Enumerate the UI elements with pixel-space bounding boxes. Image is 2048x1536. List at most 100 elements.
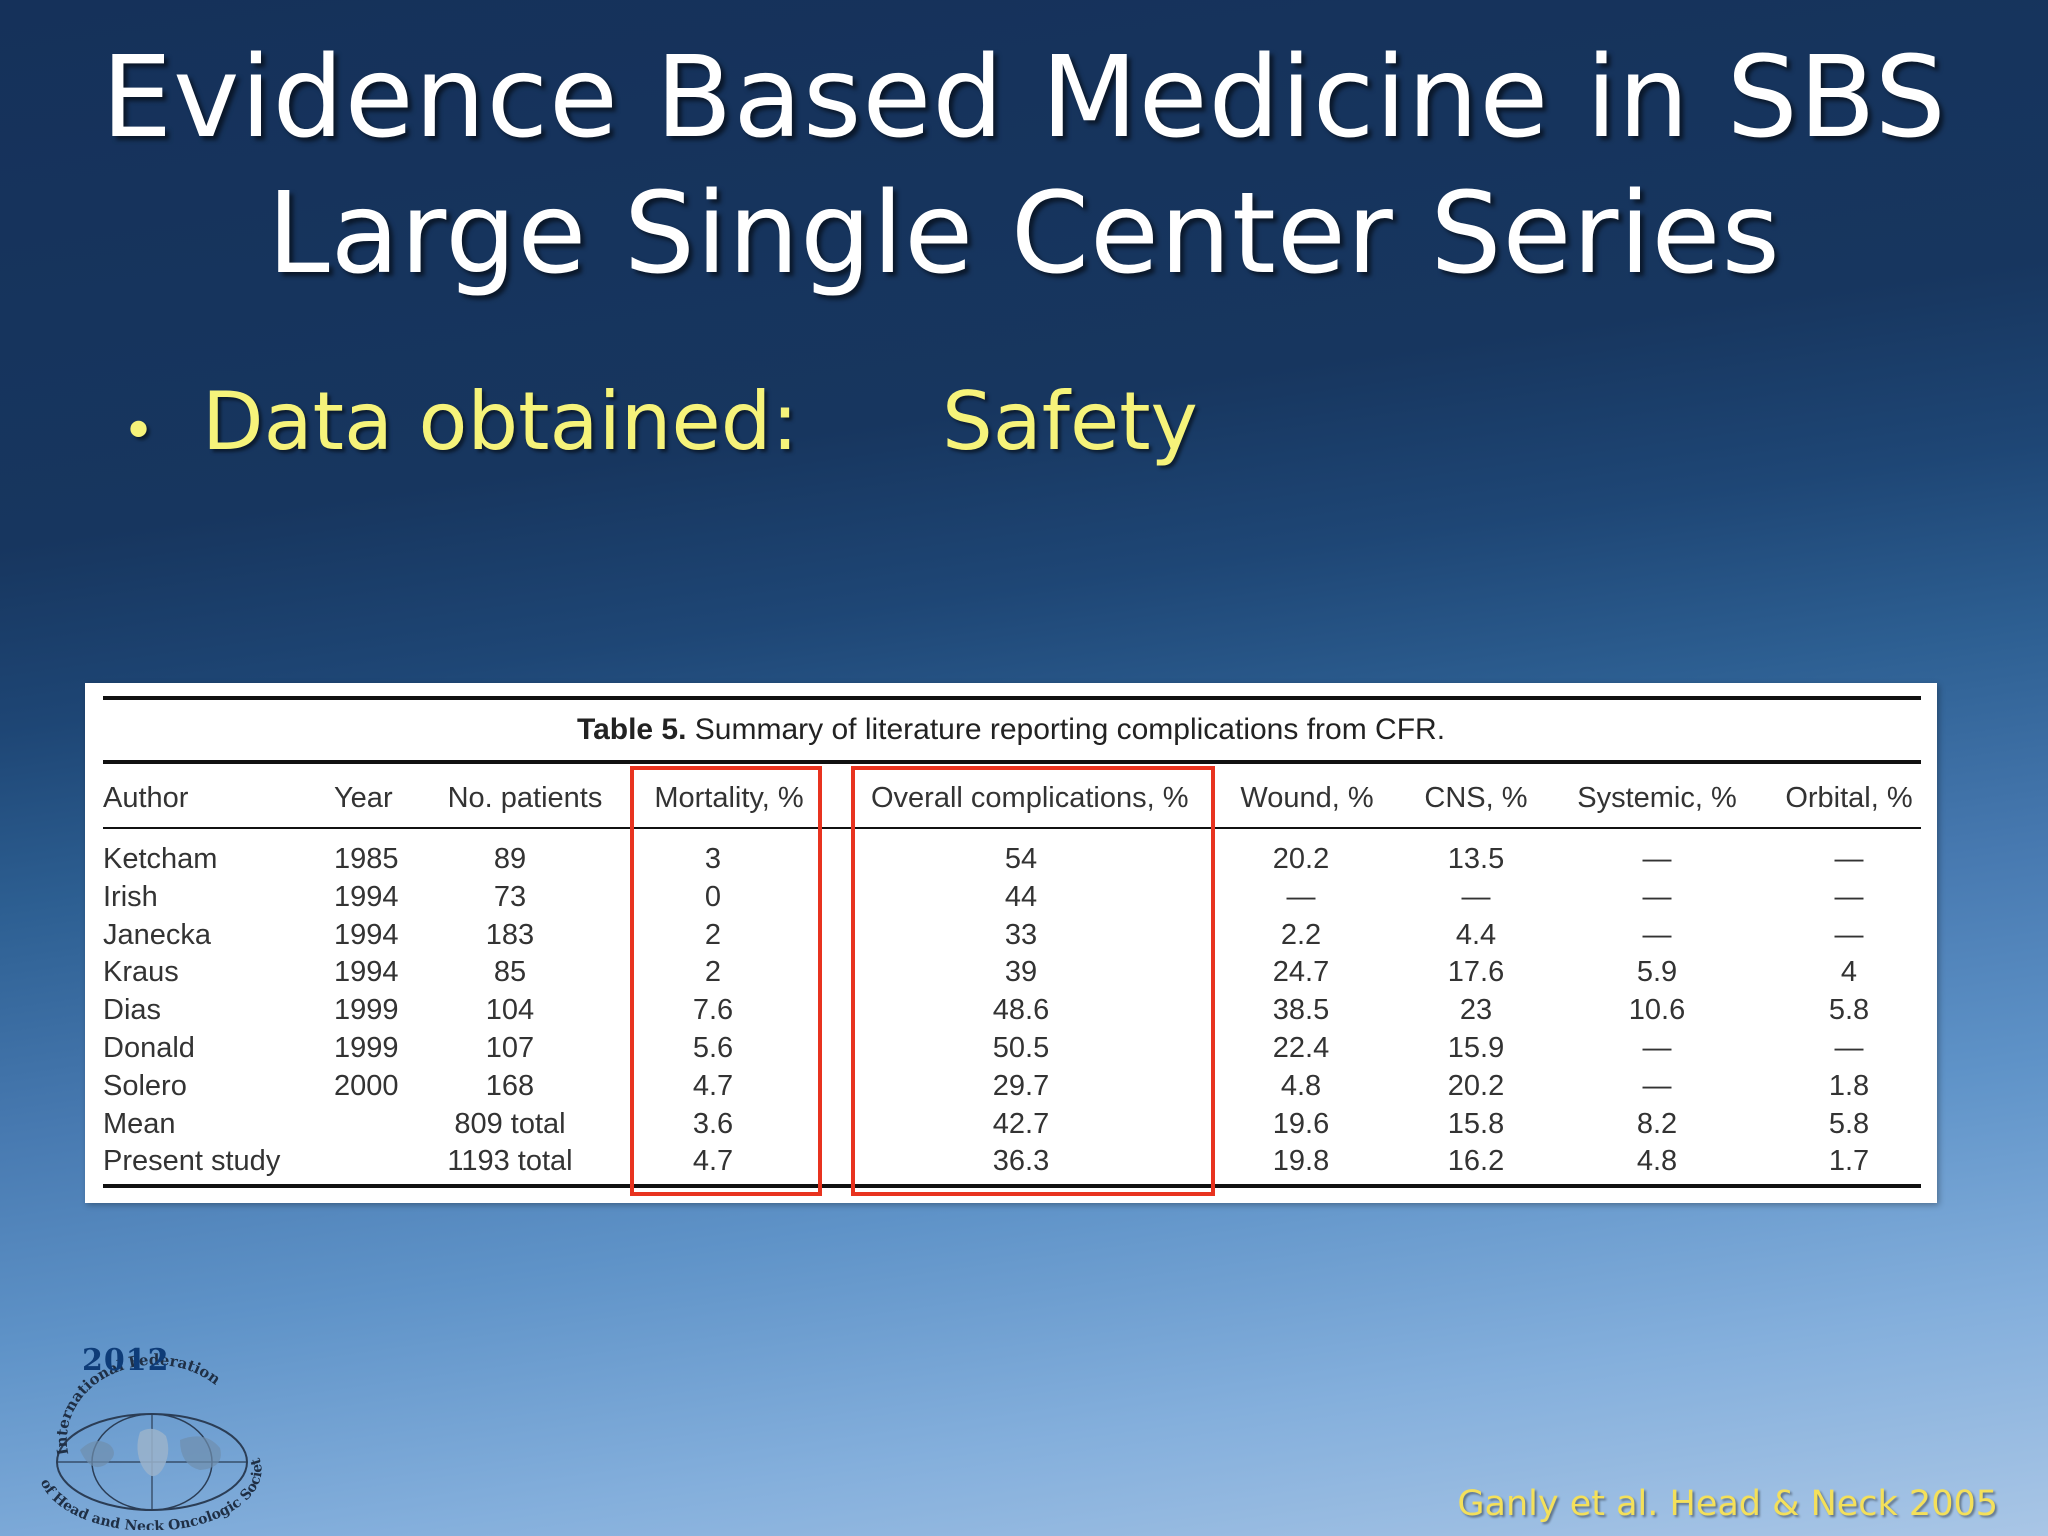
table-cell: — bbox=[1642, 843, 1672, 875]
table-cell: 42.7 bbox=[992, 1107, 1050, 1140]
table-cell: — bbox=[1834, 880, 1864, 913]
table-cell: 2 bbox=[704, 918, 722, 951]
table-cell: 89 bbox=[493, 843, 527, 875]
table-row-label: Dias bbox=[103, 994, 162, 1027]
table-cell: 19.6 bbox=[1272, 1107, 1330, 1140]
table-cell: 19.8 bbox=[1272, 1145, 1330, 1178]
table-cell: 38.5 bbox=[1272, 994, 1330, 1027]
bullet-symbol: • bbox=[122, 399, 156, 464]
table-cell: — bbox=[1286, 880, 1316, 913]
table-cell: — bbox=[1642, 918, 1672, 951]
table-cell: 4.7 bbox=[692, 1069, 734, 1102]
table-cell: 4.8 bbox=[1280, 1069, 1322, 1102]
table-cell: 8.2 bbox=[1636, 1107, 1678, 1140]
table-cell: — bbox=[1642, 1069, 1672, 1102]
table-cell: — bbox=[1834, 918, 1864, 951]
table-cell: 4 bbox=[1840, 956, 1858, 989]
table-cell: 107 bbox=[485, 1032, 535, 1064]
table-cell: 183 bbox=[485, 918, 535, 951]
bullet-label: Data obtained: bbox=[202, 375, 799, 468]
table-cell: 4.8 bbox=[1636, 1145, 1678, 1178]
table-row-label: Solero bbox=[103, 1069, 187, 1102]
table-row-label: Janecka bbox=[103, 918, 212, 951]
table-cell: — bbox=[1642, 880, 1672, 913]
table-cell: 16.2 bbox=[1447, 1145, 1505, 1178]
logo-year: 2012 bbox=[82, 1343, 170, 1378]
table-caption-text: Summary of literature reporting complica… bbox=[686, 713, 1446, 746]
title-line-2: Large Single Center Series bbox=[267, 169, 1781, 299]
table-cell: 0 bbox=[704, 880, 722, 913]
table-cell: 15.8 bbox=[1447, 1107, 1505, 1140]
table-cell: 809 total bbox=[454, 1107, 566, 1140]
table-header-cell: Mortality, % bbox=[654, 782, 804, 814]
table-cell: 1994 bbox=[334, 880, 399, 913]
header-rule bbox=[103, 827, 1921, 829]
table-cell: 73 bbox=[493, 880, 527, 913]
table-cell: 104 bbox=[485, 994, 535, 1027]
table-cell: 10.6 bbox=[1628, 994, 1686, 1027]
caption-rule bbox=[103, 760, 1921, 764]
table-top-rule bbox=[103, 696, 1921, 700]
table-header-cell: Author bbox=[103, 782, 189, 814]
ifhnos-logo: International Federation of Head and Nec… bbox=[30, 1340, 266, 1530]
table-header-cell: No. patients bbox=[447, 782, 603, 814]
table-caption: Table 5. Summary of literature reporting… bbox=[85, 713, 1937, 747]
table-cell: 17.6 bbox=[1447, 956, 1505, 989]
table-cell: 24.7 bbox=[1272, 956, 1330, 989]
table-cell: 1.8 bbox=[1828, 1069, 1870, 1102]
table-cell: 1999 bbox=[334, 1032, 399, 1064]
table-cell: 13.5 bbox=[1447, 843, 1505, 875]
table-cell: 2.2 bbox=[1280, 918, 1322, 951]
table-header-cell: Orbital, % bbox=[1785, 782, 1913, 814]
table-cell: 1985 bbox=[334, 843, 399, 875]
table-cell: 4.4 bbox=[1455, 918, 1497, 951]
table-header-cell: Year bbox=[334, 782, 393, 814]
table-cell: 85 bbox=[493, 956, 527, 989]
bullet-value: Safety bbox=[942, 375, 1198, 468]
table-row-label: Ketcham bbox=[103, 843, 218, 875]
table-cell: 5.6 bbox=[692, 1032, 734, 1064]
table-cell: 3 bbox=[704, 843, 722, 875]
table-row-label: Present study bbox=[103, 1145, 281, 1178]
table-cell: 4.7 bbox=[692, 1145, 734, 1178]
mortality-highlight-box bbox=[630, 766, 822, 1196]
table-cell: 33 bbox=[1004, 918, 1038, 951]
table-cell: 36.3 bbox=[992, 1145, 1050, 1178]
table-header-cell: Wound, % bbox=[1240, 782, 1374, 814]
title-line-1: Evidence Based Medicine in SBS bbox=[101, 33, 1947, 163]
complications-table: Table 5. Summary of literature reporting… bbox=[85, 683, 1937, 1203]
table-row-label: Irish bbox=[103, 880, 158, 913]
table-cell: 5.8 bbox=[1828, 994, 1870, 1027]
table-cell: 54 bbox=[1004, 843, 1038, 875]
slide-title: Evidence Based Medicine in SBS Large Sin… bbox=[0, 30, 2048, 302]
table-cell: 48.6 bbox=[992, 994, 1050, 1027]
table-header-cell: CNS, % bbox=[1424, 782, 1528, 814]
table-cell: — bbox=[1834, 843, 1864, 875]
complications-highlight-box bbox=[851, 766, 1215, 1196]
table-cell: 3.6 bbox=[692, 1107, 734, 1140]
table-cell: 22.4 bbox=[1272, 1032, 1330, 1064]
table-cell: 7.6 bbox=[692, 994, 734, 1027]
table-cell: 168 bbox=[485, 1069, 535, 1102]
table-cell: 44 bbox=[1004, 880, 1038, 913]
table-cell: 39 bbox=[1004, 956, 1038, 989]
table-cell: 29.7 bbox=[992, 1069, 1050, 1102]
table-header-cell: Systemic, % bbox=[1577, 782, 1737, 814]
table-cell: 20.2 bbox=[1272, 843, 1330, 875]
table-header-cell: Overall complications, % bbox=[871, 782, 1189, 814]
table-bottom-rule bbox=[103, 1184, 1921, 1188]
table-cell: 2000 bbox=[334, 1069, 399, 1102]
table-cell: 2 bbox=[704, 956, 722, 989]
table-row-label: Mean bbox=[103, 1107, 176, 1140]
table-caption-label: Table 5. bbox=[576, 713, 687, 746]
bullet-item: • Data obtained: Safety bbox=[122, 372, 1198, 472]
table-cell: — bbox=[1834, 1032, 1864, 1064]
table-cell: 20.2 bbox=[1447, 1069, 1505, 1102]
table-cell: 1.7 bbox=[1828, 1145, 1870, 1178]
table-cell: 5.8 bbox=[1828, 1107, 1870, 1140]
table-cell: 15.9 bbox=[1447, 1032, 1505, 1064]
table-cell: 5.9 bbox=[1636, 956, 1678, 989]
table-cell: — bbox=[1642, 1032, 1672, 1064]
table-cell: 1994 bbox=[334, 918, 399, 951]
table-cell: 1994 bbox=[334, 956, 399, 989]
